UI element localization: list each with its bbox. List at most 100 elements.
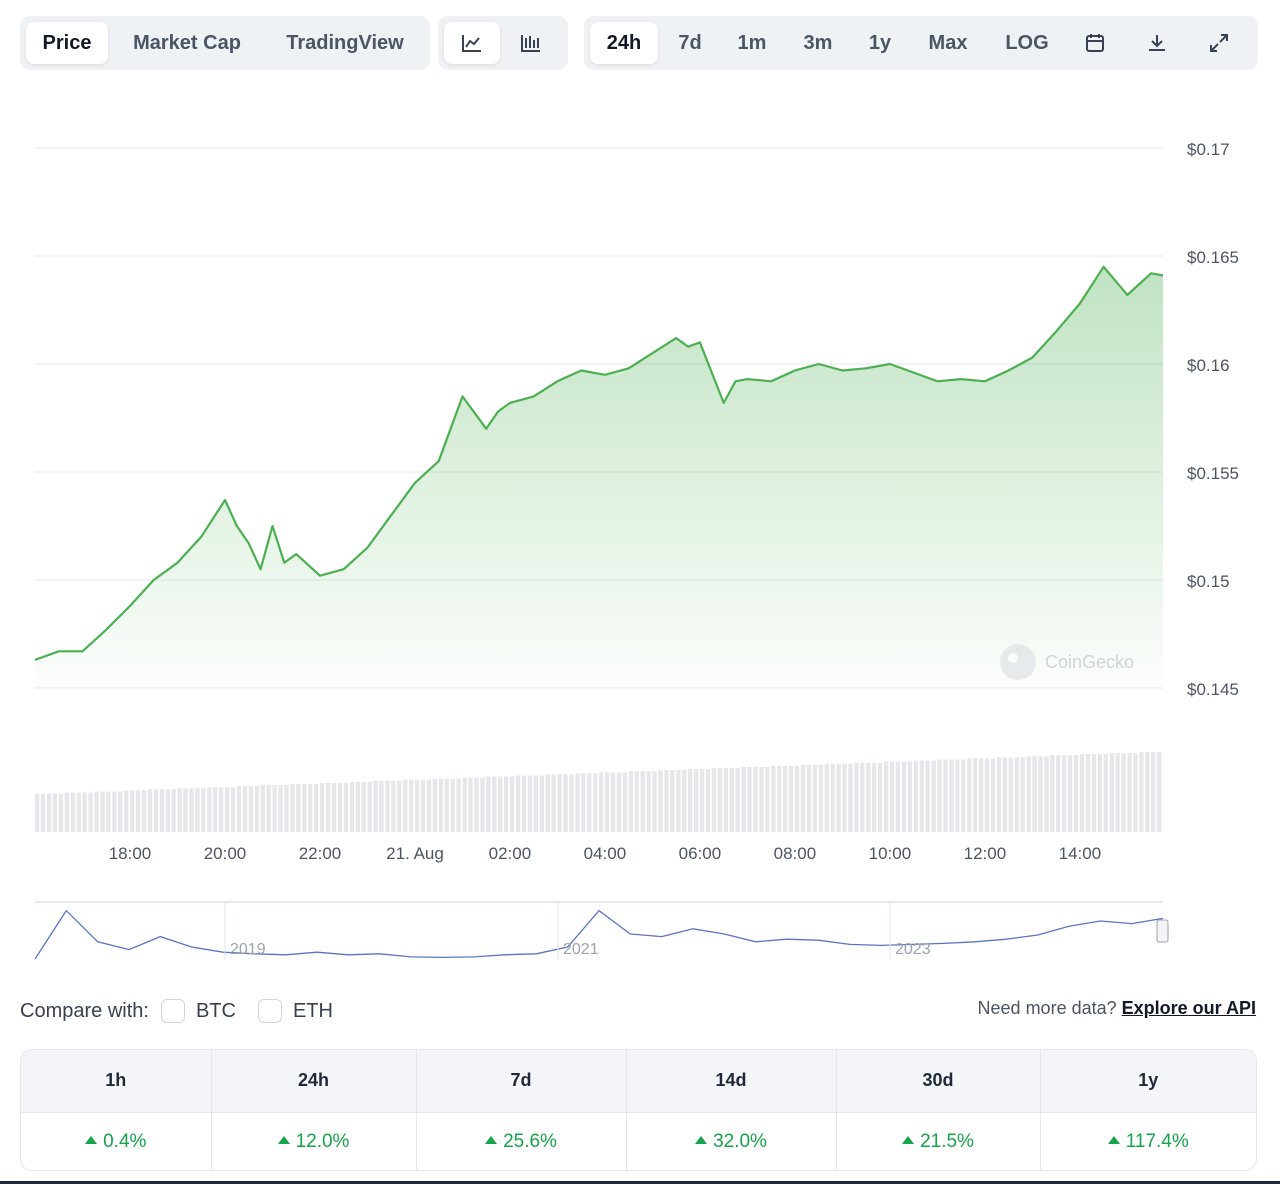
volume-bar <box>1050 755 1055 832</box>
volume-bar <box>438 778 443 832</box>
volume-bar <box>593 773 598 832</box>
volume-bar <box>290 784 295 832</box>
volume-bar <box>1002 757 1007 832</box>
y-tick-label: $0.145 <box>1187 680 1239 699</box>
volume-bar <box>254 786 259 832</box>
volume-bar <box>789 765 794 832</box>
navigator-year-label: 2019 <box>230 941 266 958</box>
volume-bar <box>1079 754 1085 832</box>
x-axis: 18:00 20:00 22:00 21. Aug 02:00 04:00 06:00 08:… <box>109 844 1101 863</box>
volume-bar <box>320 782 325 832</box>
volume-bar <box>670 770 675 832</box>
volume-bar <box>907 761 912 832</box>
volume-bar <box>1097 754 1102 832</box>
volume-bar <box>1139 752 1144 832</box>
volume-bar <box>729 768 734 832</box>
volume-bar <box>236 786 242 832</box>
volume-bar <box>504 776 509 832</box>
volume-bar <box>124 790 129 832</box>
perf-value: 25.6% <box>503 1131 557 1153</box>
compare-btc-checkbox[interactable]: BTC <box>160 999 236 1023</box>
volume-bar <box>189 788 194 832</box>
volume-bar <box>379 780 384 832</box>
checkbox-box[interactable] <box>160 999 185 1023</box>
coingecko-watermark: CoinGecko <box>1000 644 1134 680</box>
volume-bar <box>818 764 823 832</box>
volume-bar <box>135 790 141 832</box>
volume-bar <box>302 784 307 832</box>
api-prompt: Need more data? Explore our API <box>978 998 1256 1019</box>
log-scale-toggle[interactable]: LOG <box>1005 31 1049 54</box>
volume-bar <box>70 792 75 832</box>
caret-up-icon <box>85 1136 98 1145</box>
range-1y[interactable]: 1y <box>868 31 892 54</box>
volume-bar <box>521 775 527 832</box>
volume-bar <box>492 776 497 832</box>
volume-bar <box>527 775 533 832</box>
volume-bar <box>106 791 111 832</box>
volume-bar <box>462 777 467 832</box>
candlestick-chart-icon[interactable] <box>500 22 562 64</box>
volume-bar <box>955 759 960 832</box>
perf-cell-14d: 32.0% <box>626 1111 837 1170</box>
volume-bar <box>450 778 455 832</box>
download-icon[interactable] <box>1126 22 1188 64</box>
range-24h[interactable]: 24h <box>590 22 658 64</box>
volume-bar <box>759 766 764 832</box>
range-7d[interactable]: 7d <box>678 31 702 54</box>
volume-bar <box>919 760 924 832</box>
volume-bar <box>1020 757 1025 832</box>
tab-price[interactable]: Price <box>26 22 108 64</box>
volume-bar <box>741 766 746 832</box>
tab-market-cap[interactable]: Market Cap <box>133 31 241 54</box>
volume-bar <box>40 793 46 832</box>
volume-bar <box>824 763 829 832</box>
range-1m[interactable]: 1m <box>737 31 767 54</box>
range-3m[interactable]: 3m <box>803 31 833 54</box>
volume-bar <box>694 769 699 832</box>
perf-cell-30d: 21.5% <box>836 1111 1041 1170</box>
volume-bar <box>1127 753 1132 832</box>
volume-bar <box>646 771 651 832</box>
chart-type-tabs <box>438 16 568 70</box>
price-chart[interactable]: $0.17 $0.165 $0.16 $0.155 $0.15 $0.145 CoinGe… <box>0 80 1280 980</box>
perf-header-1y: 1y <box>1040 1050 1256 1112</box>
volume-bar <box>599 772 604 832</box>
caret-up-icon <box>277 1136 290 1145</box>
volume-bar <box>361 781 366 832</box>
compare-label: Compare with: <box>20 999 149 1022</box>
tab-tradingview[interactable]: TradingView <box>286 31 404 54</box>
volume-bar <box>575 773 580 832</box>
volume-bar <box>587 773 592 832</box>
x-tick-label: 04:00 <box>584 844 627 863</box>
volume-bar <box>925 760 930 832</box>
volume-bar <box>878 762 883 832</box>
volume-bar <box>979 758 984 832</box>
volume-bar <box>931 760 936 832</box>
volume-bar <box>1145 752 1150 832</box>
volume-bar <box>432 778 438 832</box>
volume-bar <box>747 766 752 832</box>
checkbox-box[interactable] <box>257 999 282 1023</box>
volume-bar <box>1032 756 1037 832</box>
perf-value: 0.4% <box>103 1131 147 1153</box>
volume-bar <box>699 769 705 832</box>
compare-eth-checkbox[interactable]: ETH <box>257 999 333 1023</box>
explore-api-link[interactable]: Explore our API <box>1121 998 1256 1018</box>
volume-bar <box>717 768 722 832</box>
volume-bar <box>622 772 627 832</box>
volume-bar <box>676 770 681 832</box>
volume-bar <box>973 758 978 832</box>
calendar-icon[interactable] <box>1064 22 1126 64</box>
y-axis: $0.17 $0.165 $0.16 $0.155 $0.15 $0.145 <box>1187 140 1239 699</box>
volume-bar <box>468 777 473 832</box>
volume-bar <box>1038 756 1043 832</box>
volume-bar <box>658 770 663 832</box>
line-chart-icon[interactable] <box>444 22 500 64</box>
range-max[interactable]: Max <box>928 31 968 54</box>
volume-bar <box>551 774 556 832</box>
volume-bar <box>753 766 758 832</box>
volume-bar <box>177 788 182 832</box>
fullscreen-icon[interactable] <box>1188 22 1250 64</box>
range-navigator[interactable]: 2019 2021 2023 <box>34 901 1169 960</box>
